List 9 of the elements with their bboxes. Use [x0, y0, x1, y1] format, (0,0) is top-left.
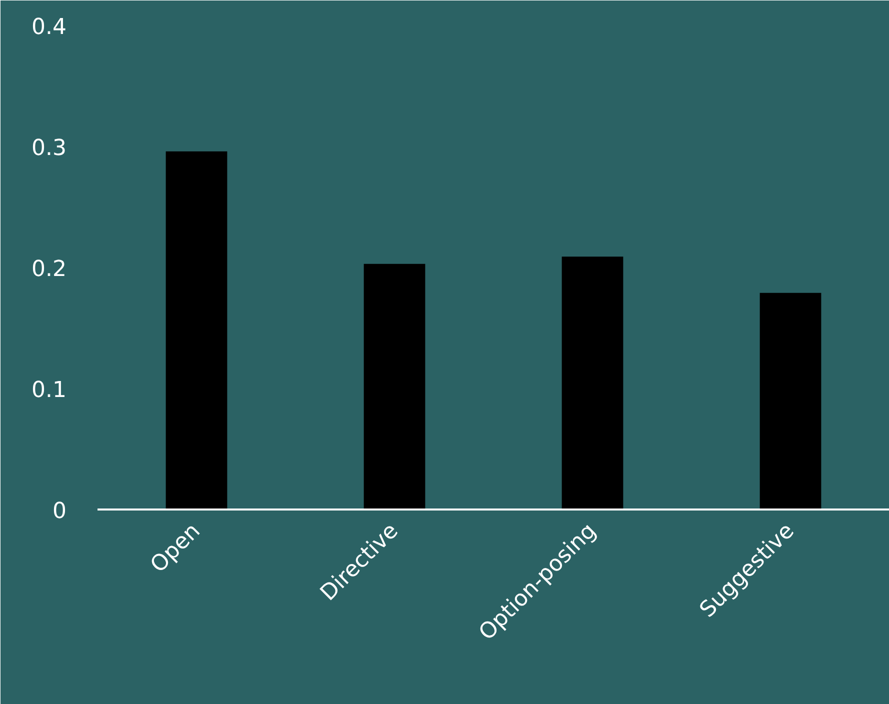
y-tick-label: 0.3	[32, 136, 67, 161]
bar	[760, 292, 822, 510]
y-tick-label: 0	[52, 499, 67, 524]
y-tick-label: 0.2	[32, 257, 67, 282]
bar	[166, 151, 228, 510]
bar	[562, 256, 624, 510]
y-tick-label: 0.4	[32, 15, 67, 40]
y-tick-label: 0.1	[32, 378, 67, 403]
bar	[364, 264, 426, 510]
